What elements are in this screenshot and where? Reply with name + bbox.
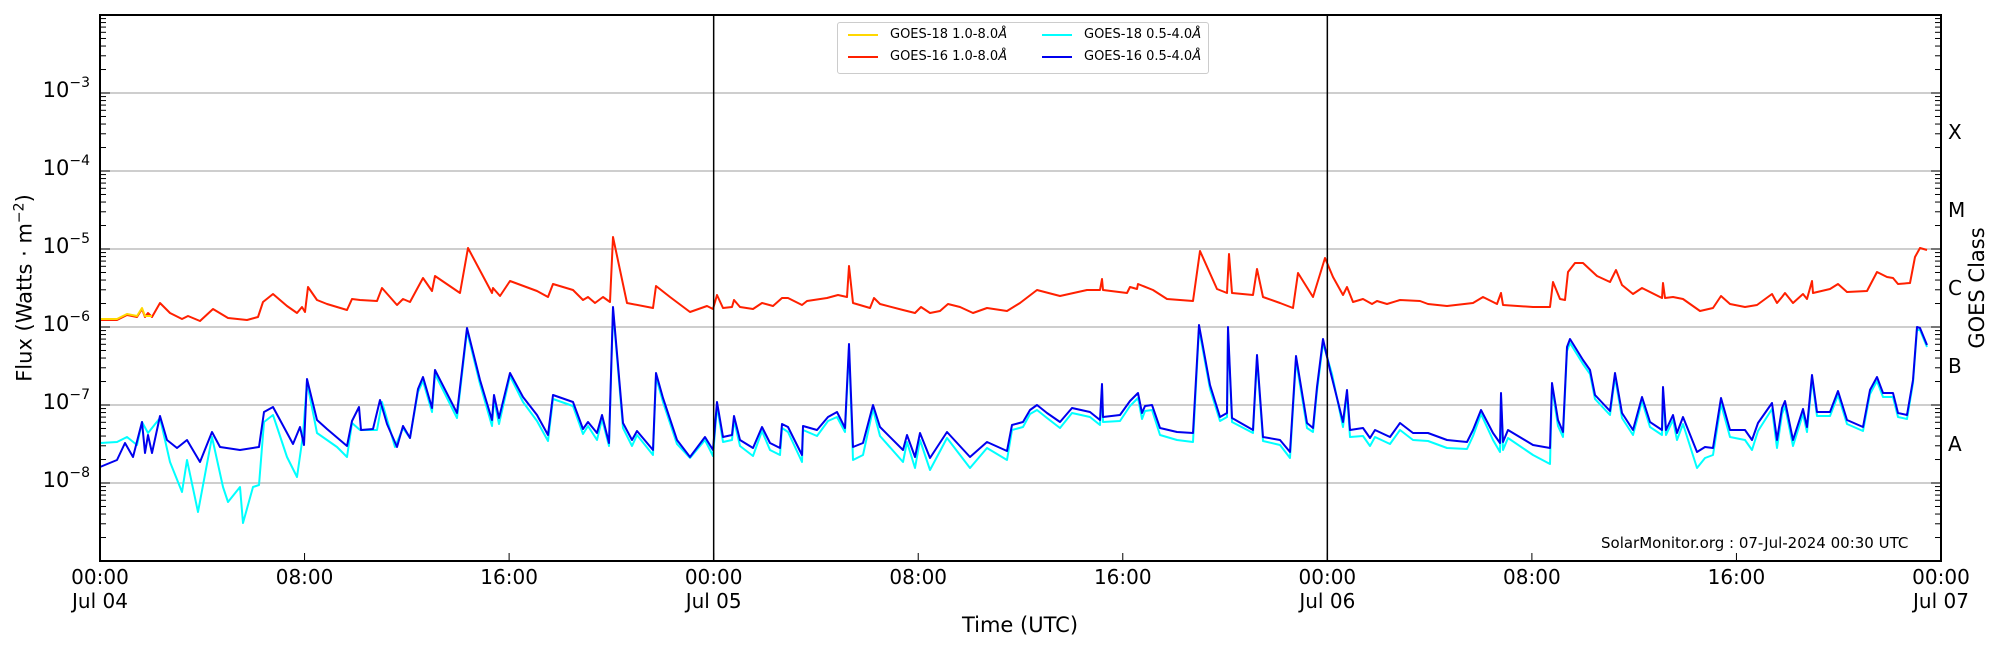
series-line	[100, 236, 1928, 322]
credit-annotation: SolarMonitor.org : 07-Jul-2024 00:30 UTC	[1601, 534, 1909, 552]
goes-class-label: M	[1948, 198, 1966, 222]
series-line	[99, 309, 1928, 524]
plot-frame	[99, 14, 1942, 562]
y-tick-label: 10−8	[42, 465, 90, 492]
legend-swatch	[1042, 55, 1072, 58]
gridlines	[100, 92, 1941, 484]
legend-swatch	[848, 55, 878, 58]
legend-unit: Å	[998, 27, 1008, 42]
x-tick-label: 08:00	[1503, 565, 1561, 589]
legend-unit: Å	[1192, 49, 1202, 64]
series-line	[100, 307, 152, 320]
goes-class-label: A	[1948, 432, 1962, 456]
x-axis-label: Time (UTC)	[961, 613, 1079, 637]
y-axis-label-exp: −2	[11, 202, 28, 224]
x-tick-label: 16:00	[1093, 565, 1152, 589]
legend-label: GOES-16 0.5-4.0	[1084, 49, 1193, 64]
series-line	[99, 306, 1928, 468]
y-axis-label: Flux (Watts · m−2)	[12, 194, 37, 382]
legend-unit: Å	[1192, 27, 1202, 42]
legend-item-goes16-short: GOES-16 0.5-4.0 Å	[1042, 49, 1201, 64]
x-tick-label: 08:00	[275, 565, 334, 589]
legend-item-goes16-long: GOES-16 1.0-8.0 Å	[848, 49, 1007, 64]
legend-unit: Å	[998, 49, 1008, 64]
y2-axis-label: GOES Class	[1965, 227, 1989, 349]
goes-class-label: C	[1948, 276, 1962, 300]
y-axis-label-close: )	[12, 194, 37, 203]
x-tick-label: 08:00	[889, 565, 948, 589]
legend: GOES-18 1.0-8.0 Å GOES-16 1.0-8.0 Å GOES-1…	[837, 22, 1209, 74]
x-tick-label: 16:00	[1707, 565, 1766, 589]
y-tick-label: 10−7	[42, 387, 90, 414]
flux-traces	[99, 236, 1928, 524]
y-tick-label: 10−6	[42, 309, 90, 336]
goes-class-label: B	[1948, 354, 1962, 378]
y-tick-label: 10−3	[42, 75, 90, 102]
legend-item-goes18-long: GOES-18 1.0-8.0 Å	[848, 27, 1007, 42]
y-tick-label: 10−4	[42, 153, 90, 180]
x-tick-label: 16:00	[480, 565, 538, 589]
legend-item-goes18-short: GOES-18 0.5-4.0 Å	[1042, 27, 1201, 42]
y-axis-label-text: Flux (Watts · m	[12, 223, 37, 382]
axis-ticks	[99, 14, 1942, 562]
x-tick-label: 00:00 Jul 04	[71, 565, 129, 613]
legend-label: GOES-18 1.0-8.0	[890, 27, 999, 42]
legend-swatch	[848, 33, 878, 36]
day-boundary-lines	[712, 15, 1329, 561]
goes-class-label: X	[1948, 120, 1962, 144]
x-tick-label: 00:00 Jul 07	[1912, 565, 1970, 613]
x-tick-label: 00:00 Jul 05	[684, 565, 743, 613]
legend-swatch	[1042, 33, 1072, 36]
y-tick-label: 10−5	[42, 231, 90, 258]
legend-label: GOES-16 1.0-8.0	[890, 49, 999, 64]
legend-label: GOES-18 0.5-4.0	[1084, 27, 1193, 42]
x-tick-label: 00:00 Jul 06	[1298, 565, 1357, 613]
